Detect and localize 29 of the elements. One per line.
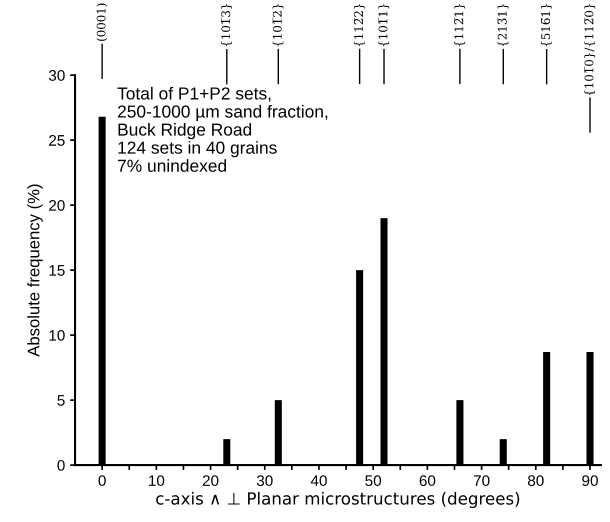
x-tick-label: 80 [528,475,544,486]
y-tick-label: 0 [57,460,65,471]
x-tick-label: 60 [420,475,436,486]
annotation: {101̅3} [221,4,232,46]
x-tick-label: 50 [365,475,382,486]
y-tick-label: 20 [49,200,65,211]
y-tick-label: 30 [48,70,65,81]
annotation: {112̅2} [354,4,365,46]
y-axis-title: Absolute frequency (%) [27,184,43,357]
x-tick-label: 70 [474,475,490,486]
y-tick-label: 10 [49,330,65,341]
x-tick-label: 90 [582,475,598,486]
x-axis-title: c-axis ∧ ⊥ Planar microstructures (degrees) [156,492,520,508]
annotation: {101̅2} [272,4,284,46]
annotation: {101̅1} [378,4,390,46]
annotation: Total of P1+P2 sets, 250-1000 µm sand fraction, Buck Ridge Road 124 sets in 40 grains 7% unindexed [117,86,328,172]
x-tick-label: 0 [98,475,106,486]
y-tick-label: 15 [49,265,65,276]
annotation: {213̅1} [498,4,508,46]
x-tick-label: 40 [310,475,327,486]
x-tick-label: 10 [149,475,164,486]
annotation: (0001) [96,4,108,41]
annotation: {516̅1} [540,4,552,46]
y-tick-label: 5 [57,395,65,406]
x-tick-label: 30 [256,475,273,486]
x-tick-label: 20 [202,475,218,486]
y-tick-label: 25 [49,135,65,146]
annotation: {112̅1} [454,4,466,46]
annotation: {101̅0}/{112̅0} [584,4,596,96]
